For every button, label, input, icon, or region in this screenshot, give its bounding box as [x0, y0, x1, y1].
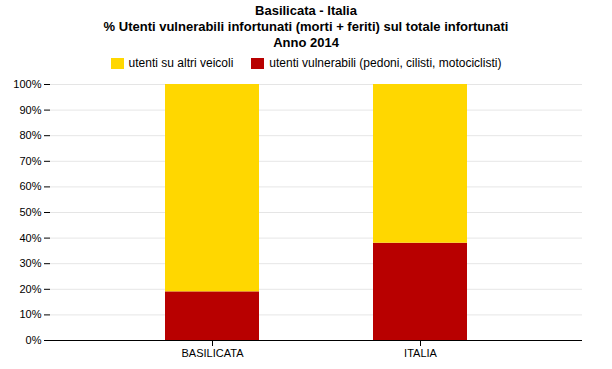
svg-text:10%: 10%: [19, 308, 41, 320]
html-text:utenti vulnerabili (pedoni, ci: utenti vulnerabili (pedoni, cilisti, mot…: [269, 56, 502, 70]
html-text:% Utenti vulnerabili infortuna: % Utenti vulnerabili infortunati (morti …: [103, 19, 509, 34]
svg-text:20%: 20%: [19, 283, 41, 295]
html-text:Anno 2014: Anno 2014: [273, 35, 339, 50]
svg-text:50%: 50%: [19, 206, 41, 218]
svg-text:90%: 90%: [19, 104, 41, 116]
svg-text:80%: 80%: [19, 129, 41, 141]
svg-text:60%: 60%: [19, 180, 41, 192]
svg-text:30%: 30%: [19, 257, 41, 269]
svg-text:40%: 40%: [19, 232, 41, 244]
svg-text:100%: 100%: [13, 78, 41, 90]
svg-text:0%: 0%: [26, 334, 42, 346]
svg-text:ITALIA: ITALIA: [404, 347, 437, 359]
html-text:Basilicata - Italia: Basilicata - Italia: [255, 3, 357, 18]
svg-text:70%: 70%: [19, 155, 41, 167]
html-text:utenti su altri veicoli: utenti su altri veicoli: [128, 56, 234, 70]
svg-text:BASILICATA: BASILICATA: [182, 347, 245, 359]
